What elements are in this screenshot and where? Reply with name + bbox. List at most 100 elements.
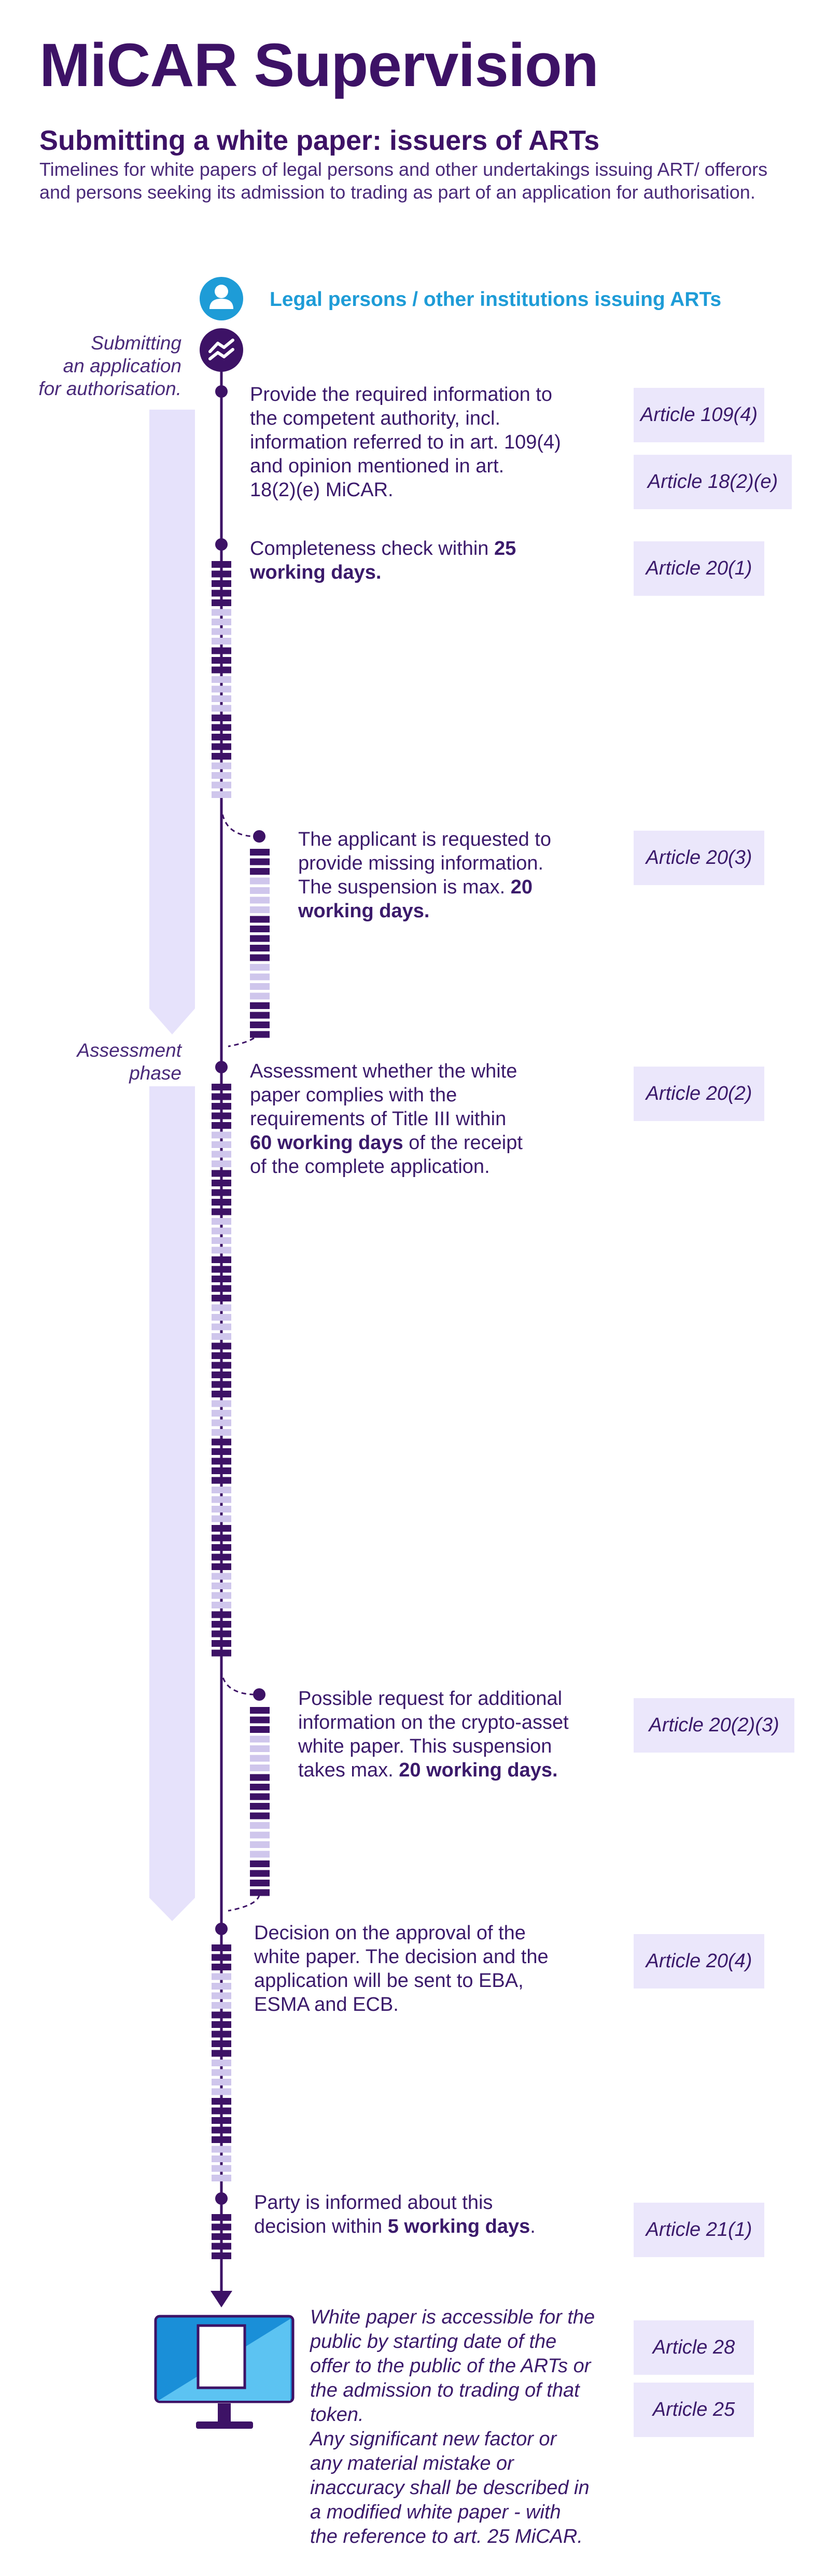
article-109-4: Article 109(4): [634, 388, 764, 442]
working-day-block: [250, 935, 270, 942]
working-day-block: [212, 743, 231, 750]
working-day-block: [212, 1112, 231, 1119]
working-day-block: [250, 926, 270, 932]
step-dot: [215, 1923, 228, 1935]
working-day-block: [212, 1256, 231, 1263]
step-provide-information: Provide the required information to the …: [250, 384, 561, 501]
working-day-block: [250, 1765, 270, 1771]
monitor-icon: [154, 2315, 295, 2429]
phase-label-assessment: Assessment phase: [77, 1040, 181, 1084]
working-day-block: [250, 1021, 270, 1028]
application-phase-arrow: [149, 410, 195, 1034]
working-day-block: [212, 1199, 231, 1206]
working-day-block: [212, 1400, 231, 1407]
working-day-block: [212, 791, 231, 798]
working-day-block: [212, 1992, 231, 1999]
working-day-block: [212, 2088, 231, 2095]
working-day-block: [250, 1002, 270, 1009]
working-day-block: [212, 1084, 231, 1090]
working-day-block: [212, 1151, 231, 1158]
working-day-block: [212, 2252, 231, 2259]
article-20-1: Article 20(1): [634, 541, 764, 596]
working-day-block: [212, 1227, 231, 1235]
working-day-block: [212, 2098, 231, 2105]
working-day-block: [212, 1640, 231, 1647]
working-day-block: [212, 1467, 231, 1474]
working-day-block: [212, 676, 231, 683]
working-day-block: [212, 580, 231, 587]
branch-connector: [220, 1669, 254, 1696]
working-day-block: [212, 2165, 231, 2172]
working-day-block: [212, 1563, 231, 1570]
working-day-block: [250, 983, 270, 990]
working-day-block: [212, 1342, 231, 1350]
working-day-block: [212, 1218, 231, 1225]
working-day-block: [212, 762, 231, 769]
working-day-block: [212, 1534, 231, 1542]
working-day-block: [212, 1276, 231, 1282]
working-day-block: [212, 1362, 231, 1369]
step-dot: [215, 538, 228, 551]
working-day-block: [212, 1160, 231, 1167]
working-day-block: [212, 1304, 231, 1311]
working-day-block: [250, 1851, 270, 1858]
working-day-block: [212, 1487, 231, 1493]
working-day-block: [212, 1429, 231, 1436]
actor-label: Legal persons / other institutions issui…: [270, 288, 722, 311]
article-18-2-e: Article 18(2)(e): [634, 455, 792, 509]
working-day-block: [212, 1525, 231, 1532]
working-day-block: [212, 2011, 231, 2019]
working-day-block: [212, 685, 231, 693]
working-day-block: [212, 1553, 231, 1561]
timeline-arrowhead: [211, 2291, 232, 2307]
article-25: Article 25: [634, 2383, 754, 2437]
working-day-block: [212, 647, 231, 654]
working-day-block: [212, 1611, 231, 1618]
working-day-block: [250, 868, 270, 875]
working-day-block: [212, 1983, 231, 1990]
working-day-block: [212, 2107, 231, 2115]
working-day-block: [250, 858, 270, 865]
working-day-block: [212, 1973, 231, 1980]
step-decision: Decision on the approval of the white pa…: [254, 1922, 549, 2015]
working-day-block: [250, 1803, 270, 1810]
working-day-block: [212, 1189, 231, 1196]
step-completeness-check: Completeness check within 25 working day…: [250, 538, 516, 583]
working-day-block: [212, 1630, 231, 1637]
working-day-block: [212, 1544, 231, 1551]
working-day-block: [250, 1841, 270, 1848]
step-assessment: Assessment whether the white paper compl…: [250, 1060, 523, 1178]
day-blocks-assessment: [212, 1084, 231, 1657]
working-day-block: [212, 772, 231, 779]
day-blocks-missing-info: [250, 849, 270, 1038]
working-day-block: [250, 1755, 270, 1762]
working-day-block: [212, 1944, 231, 1951]
working-day-block: [212, 1477, 231, 1484]
working-day-block: [250, 964, 270, 971]
working-day-block: [212, 2021, 231, 2028]
working-day-block: [250, 1880, 270, 1886]
working-day-block: [212, 628, 231, 635]
working-day-block: [212, 724, 231, 731]
working-day-block: [212, 2214, 231, 2221]
working-day-block: [212, 1410, 231, 1417]
working-day-block: [212, 599, 231, 606]
working-day-block: [212, 1515, 231, 1522]
working-day-block: [212, 2126, 231, 2134]
working-day-block: [212, 1247, 231, 1254]
working-day-block: [212, 2136, 231, 2143]
branch-connector: [220, 806, 254, 837]
working-day-block: [250, 1822, 270, 1829]
person-icon: [200, 277, 243, 320]
working-day-block: [212, 1314, 231, 1321]
working-day-block: [212, 1333, 231, 1340]
working-day-block: [212, 1583, 231, 1589]
working-day-block: [212, 657, 231, 664]
working-day-block: [212, 1285, 231, 1292]
working-day-block: [250, 916, 270, 923]
article-20-2: Article 20(2): [634, 1067, 764, 1121]
working-day-block: [212, 1170, 231, 1177]
article-28: Article 28: [634, 2320, 754, 2375]
working-day-block: [212, 1964, 231, 1970]
